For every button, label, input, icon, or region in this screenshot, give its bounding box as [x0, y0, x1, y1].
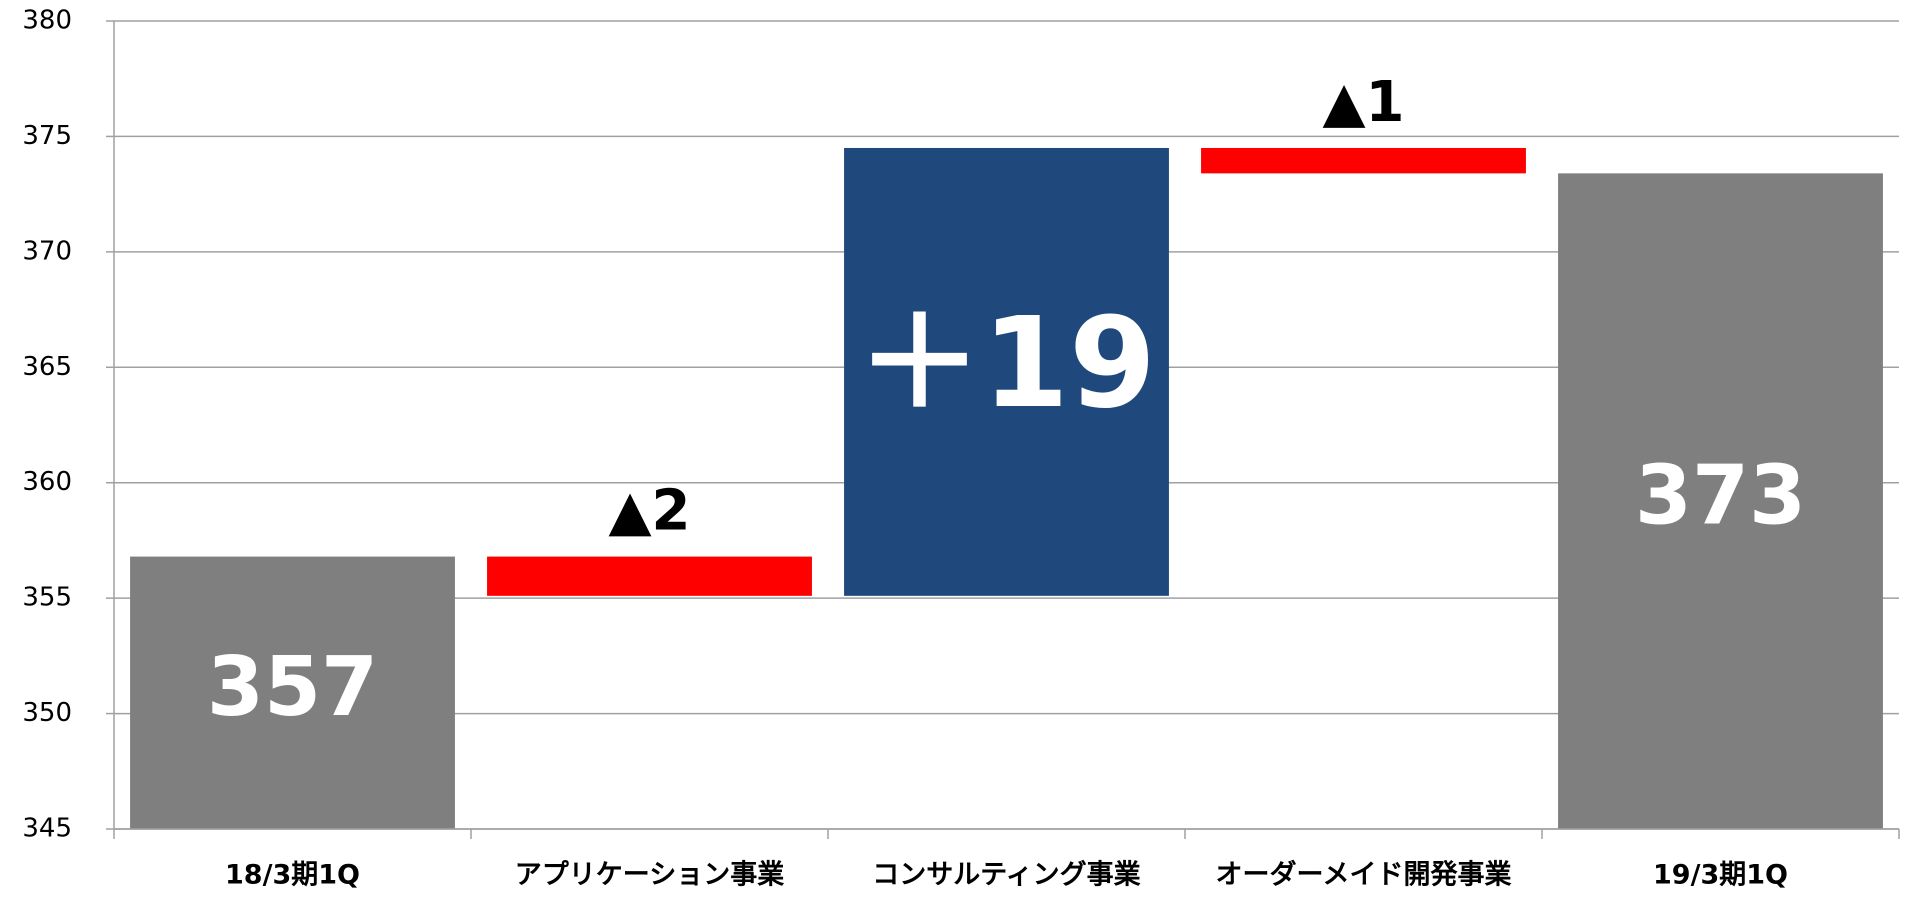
y-tick-label: 370 [22, 236, 72, 266]
y-tick-label: 350 [22, 698, 72, 728]
x-tick-label: コンサルティング事業 [872, 859, 1140, 891]
y-tick-label: 380 [22, 6, 72, 36]
y-tick-label: 355 [22, 583, 72, 613]
x-tick-label: オーダーメイド開発事業 [1216, 859, 1512, 891]
y-tick-label: 345 [22, 814, 72, 844]
value-label: ▲2 [608, 479, 690, 544]
value-label: ▲1 [1322, 70, 1404, 135]
value-label: ＋19 [857, 291, 1156, 436]
y-tick-label: 360 [22, 467, 72, 497]
bar [487, 556, 812, 596]
x-tick-label: アプリケーション事業 [515, 860, 784, 891]
x-tick-label: 18/3期1Q [225, 860, 360, 891]
x-tick-label: 19/3期1Q [1653, 860, 1788, 891]
bar [130, 556, 455, 829]
bar [1201, 147, 1526, 174]
bar [1558, 173, 1883, 829]
bar [844, 147, 1169, 596]
y-tick-label: 365 [22, 352, 72, 382]
value-label: 373 [1635, 449, 1806, 544]
y-tick-label: 375 [22, 121, 72, 151]
value-label: 357 [207, 640, 378, 735]
